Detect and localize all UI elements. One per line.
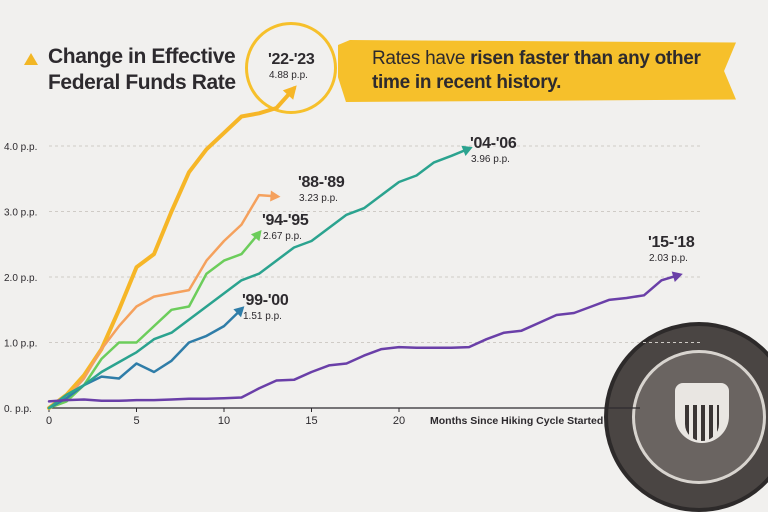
x-tick-label: 20 — [393, 415, 405, 427]
x-tick-label: 0 — [46, 415, 52, 427]
x-tick-label: 5 — [133, 415, 139, 427]
series-arrow-9495 — [250, 230, 262, 242]
series-name-9900: '99-'00 — [242, 292, 289, 309]
y-tick-label: 4.0 p.p. — [4, 142, 37, 153]
series-arrow-9900 — [233, 306, 245, 318]
series-line-9900 — [47, 307, 243, 410]
series-value-9495: 2.67 p.p. — [263, 231, 302, 242]
x-axis-label: Months Since Hiking Cycle Started — [430, 415, 603, 427]
y-tick-label: 2.0 p.p. — [4, 273, 37, 284]
series-line-1518 — [47, 273, 681, 403]
title-text: Change in Effective Federal Funds Rate — [48, 45, 236, 94]
series-arrow-1518 — [671, 271, 683, 282]
x-tick-label: 15 — [305, 415, 317, 427]
callout-bold: risen faster than any other time in rece… — [372, 48, 701, 93]
series-value-9900: 1.51 p.p. — [243, 311, 282, 322]
series-name-1518: '15-'18 — [648, 234, 695, 251]
shield-icon — [685, 405, 719, 441]
y-tick-label: 3.0 p.p. — [4, 208, 37, 219]
series-line-8889 — [47, 193, 278, 410]
series-arrow-0406 — [461, 145, 473, 156]
series-arrow-8889 — [270, 190, 281, 202]
callout-prefix: Rates have — [372, 48, 471, 69]
line-chart: 0. p.p. 1.0 p.p. 2.0 p.p. 3.0 p.p. 4.0 p.p. 0… — [4, 51, 700, 427]
triangle-icon — [24, 53, 38, 65]
series-value-8889: 3.23 p.p. — [299, 193, 338, 204]
y-tick-label: 0. p.p. — [4, 404, 32, 415]
series-name-2223: '22-'23 — [268, 51, 315, 68]
series-value-2223: 4.88 p.p. — [269, 70, 308, 81]
chart-title: Change in Effective Federal Funds Rate — [24, 44, 248, 96]
series-value-0406: 3.96 p.p. — [471, 154, 510, 165]
series-name-0406: '04-'06 — [470, 135, 517, 152]
series-value-1518: 2.03 p.p. — [649, 253, 688, 264]
series-line-0406 — [47, 147, 471, 410]
x-tick-label: 10 — [218, 415, 230, 427]
series-name-8889: '88-'89 — [298, 174, 345, 191]
series-arrow-2223 — [282, 85, 297, 100]
callout-text: Rates have risen faster than any other t… — [372, 47, 702, 95]
callout-banner — [338, 40, 736, 102]
highlight-circle — [245, 22, 337, 114]
series-name-9495: '94-'95 — [262, 212, 309, 229]
y-tick-label: 1.0 p.p. — [4, 339, 37, 350]
